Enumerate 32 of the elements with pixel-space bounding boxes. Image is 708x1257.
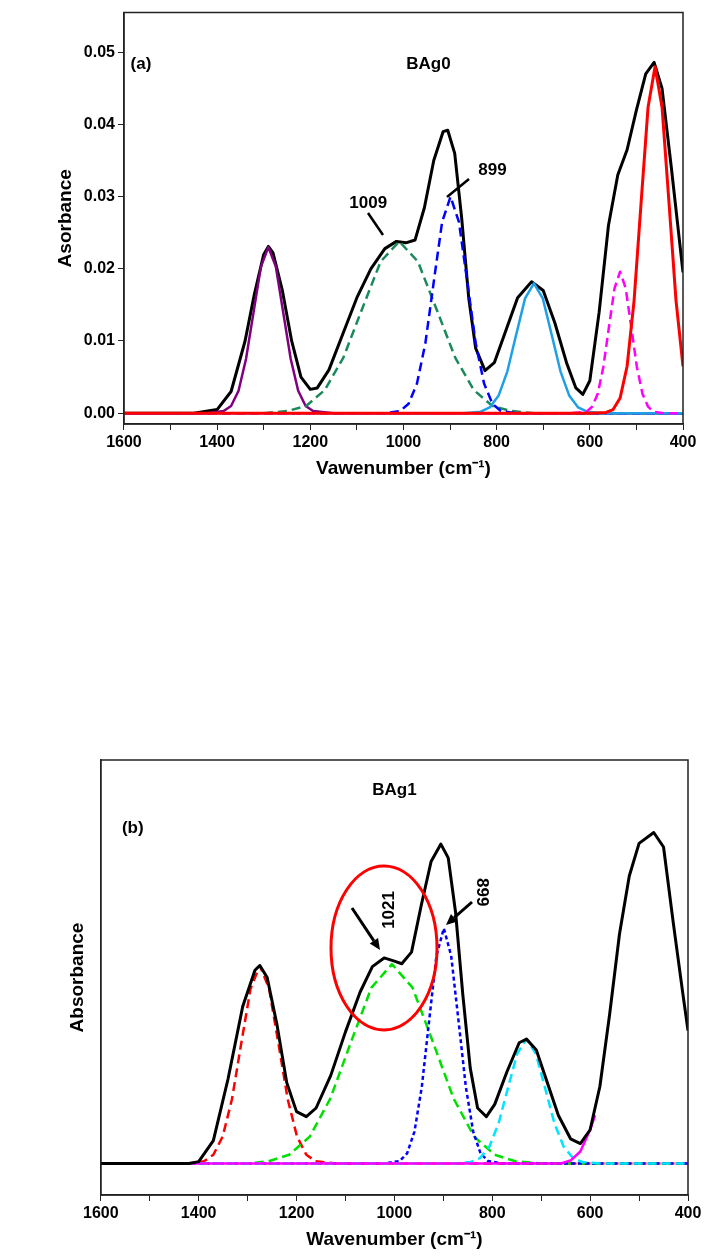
y-axis-title: Absorbance — [65, 922, 87, 1033]
x-tick-label: 1400 — [180, 1204, 217, 1222]
x-tick-label: 1600 — [106, 433, 142, 451]
x-tick-label: 800 — [483, 433, 511, 451]
x-tick-label: 1000 — [385, 433, 422, 451]
annotation: (a) — [130, 54, 152, 74]
x-tick-label: 1000 — [376, 1204, 413, 1222]
x-tick-label: 600 — [576, 1204, 604, 1222]
x-tick-label: 800 — [478, 1204, 506, 1222]
y-axis-title: Asorbance — [53, 169, 75, 268]
x-axis-title: Vawenumber (cm⁻¹) — [316, 456, 491, 478]
y-tick-label: 0.02 — [83, 259, 116, 277]
chart-title: BAg1 — [372, 779, 417, 799]
y-tick-label: 0.03 — [83, 187, 116, 205]
annotation: 899 — [478, 160, 507, 180]
x-tick-label: 1400 — [199, 433, 236, 451]
x-tick-label: 1600 — [83, 1204, 119, 1222]
y-tick-label: 0.01 — [83, 331, 116, 349]
y-tick-label: 0.04 — [83, 114, 116, 132]
y-tick-label: 0.00 — [83, 403, 116, 421]
y-tick-label: 0.05 — [83, 42, 116, 60]
annotation: 899 — [473, 878, 493, 907]
x-tick-label: 1200 — [292, 433, 329, 451]
annotation: (b) — [121, 817, 144, 837]
x-tick-label: 400 — [669, 433, 697, 451]
x-tick-label: 1200 — [278, 1204, 315, 1222]
annotation: 1009 — [349, 193, 388, 213]
x-tick-label: 400 — [674, 1204, 702, 1222]
x-tick-label: 600 — [576, 433, 604, 451]
x-axis-title: Wavenumber (cm⁻¹) — [306, 1227, 483, 1249]
text: BAg0 — [406, 54, 451, 74]
annotation: 1021 — [378, 891, 398, 929]
